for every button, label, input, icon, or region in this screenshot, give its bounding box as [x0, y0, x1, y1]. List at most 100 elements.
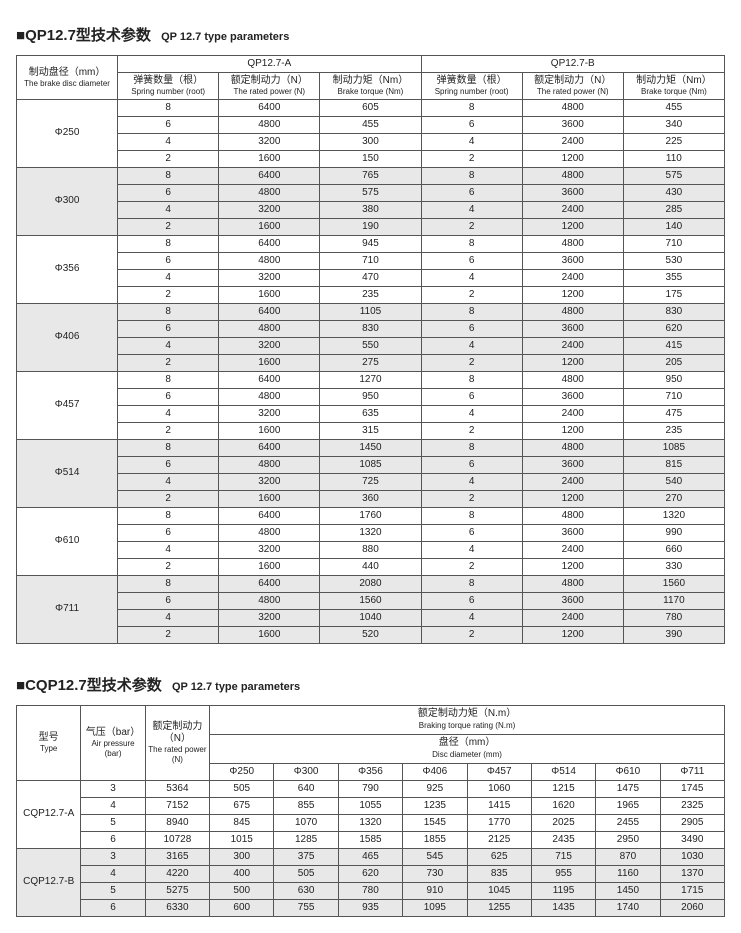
cell: 4 [118, 133, 219, 150]
cell: 315 [320, 422, 421, 439]
cell: 730 [403, 865, 467, 882]
cell: 4800 [522, 371, 623, 388]
cell: 6 [421, 592, 522, 609]
cell: 8 [421, 575, 522, 592]
cell: 6 [421, 524, 522, 541]
cell: 1600 [219, 626, 320, 643]
cell: 300 [210, 848, 274, 865]
cell: 5275 [145, 882, 209, 899]
cell: 2 [421, 354, 522, 371]
cell: 235 [320, 286, 421, 303]
cell: 1070 [274, 814, 338, 831]
cell: 2080 [320, 575, 421, 592]
cell: 1600 [219, 558, 320, 575]
cell: 4800 [522, 99, 623, 116]
diam-cell: Φ711 [17, 575, 118, 643]
cell: 4220 [145, 865, 209, 882]
cell: 150 [320, 150, 421, 167]
cell: 275 [320, 354, 421, 371]
diam-cell: Φ406 [17, 303, 118, 371]
cell: 2 [118, 218, 219, 235]
cell: 3 [81, 848, 145, 865]
cell: 6 [421, 320, 522, 337]
cell: 2 [421, 150, 522, 167]
table-qp: 制动盘径（mm）The brake disc diameterQP12.7-AQ… [16, 55, 725, 644]
cell: 1770 [467, 814, 531, 831]
cell: 6 [118, 456, 219, 473]
cell: 3200 [219, 473, 320, 490]
cell: 8 [421, 99, 522, 116]
cell: 1200 [522, 558, 623, 575]
square-icon: ■ [16, 677, 25, 694]
col-header: 型号Type [17, 705, 81, 780]
cell: 175 [623, 286, 724, 303]
cell: 4 [118, 405, 219, 422]
cell: 340 [623, 116, 724, 133]
cell: 945 [320, 235, 421, 252]
cell: 2 [421, 558, 522, 575]
cell: 1105 [320, 303, 421, 320]
cell: 1600 [219, 354, 320, 371]
cell: 2435 [531, 831, 595, 848]
cell: 6 [118, 388, 219, 405]
cell: 4 [421, 133, 522, 150]
cell: 955 [531, 865, 595, 882]
cell: 950 [320, 388, 421, 405]
cell: 925 [403, 780, 467, 797]
cell: 4 [118, 473, 219, 490]
cell: 6400 [219, 235, 320, 252]
cell: 1085 [623, 439, 724, 456]
cell: 6 [81, 899, 145, 916]
col-header: 弹簧数量（根）Spring number (root) [421, 73, 522, 100]
cell: 3600 [522, 524, 623, 541]
cell: 715 [531, 848, 595, 865]
cell: 1200 [522, 286, 623, 303]
diam-cell: Φ356 [17, 235, 118, 303]
cell: 530 [623, 252, 724, 269]
cell: 8 [118, 235, 219, 252]
cell: 2 [118, 150, 219, 167]
cell: 3600 [522, 116, 623, 133]
cell: 3600 [522, 388, 623, 405]
cell: 1040 [320, 609, 421, 626]
cell: 4 [421, 541, 522, 558]
diam-header: Φ406 [403, 763, 467, 780]
cell: 1255 [467, 899, 531, 916]
cell: 6 [421, 388, 522, 405]
cell: 330 [623, 558, 724, 575]
cell: 780 [623, 609, 724, 626]
cell: 6 [118, 592, 219, 609]
cell: 710 [623, 388, 724, 405]
cell: 4 [421, 337, 522, 354]
cell: 550 [320, 337, 421, 354]
cell: 4800 [219, 320, 320, 337]
cell: 4800 [522, 507, 623, 524]
cell: 8 [421, 439, 522, 456]
cell: 575 [623, 167, 724, 184]
cell: 605 [320, 99, 421, 116]
diam-cell: Φ457 [17, 371, 118, 439]
cell: 475 [623, 405, 724, 422]
cell: 455 [623, 99, 724, 116]
cell: 2455 [596, 814, 660, 831]
cell: 190 [320, 218, 421, 235]
cell: 830 [320, 320, 421, 337]
cell: 3200 [219, 269, 320, 286]
s1-title-cn: QP12.7型技术参数 [25, 27, 151, 44]
cell: 390 [623, 626, 724, 643]
diam-cell: Φ610 [17, 507, 118, 575]
cell: 640 [274, 780, 338, 797]
cell: 4 [421, 609, 522, 626]
cell: 6400 [219, 507, 320, 524]
cell: 4800 [219, 116, 320, 133]
cell: 2 [421, 286, 522, 303]
cell: 1215 [531, 780, 595, 797]
cell: 505 [274, 865, 338, 882]
cell: 2 [421, 218, 522, 235]
cell: 4 [118, 201, 219, 218]
cell: 6 [81, 831, 145, 848]
cell: 1600 [219, 490, 320, 507]
cell: 2400 [522, 405, 623, 422]
cell: 855 [274, 797, 338, 814]
s2-title-cn: CQP12.7型技术参数 [25, 677, 162, 694]
